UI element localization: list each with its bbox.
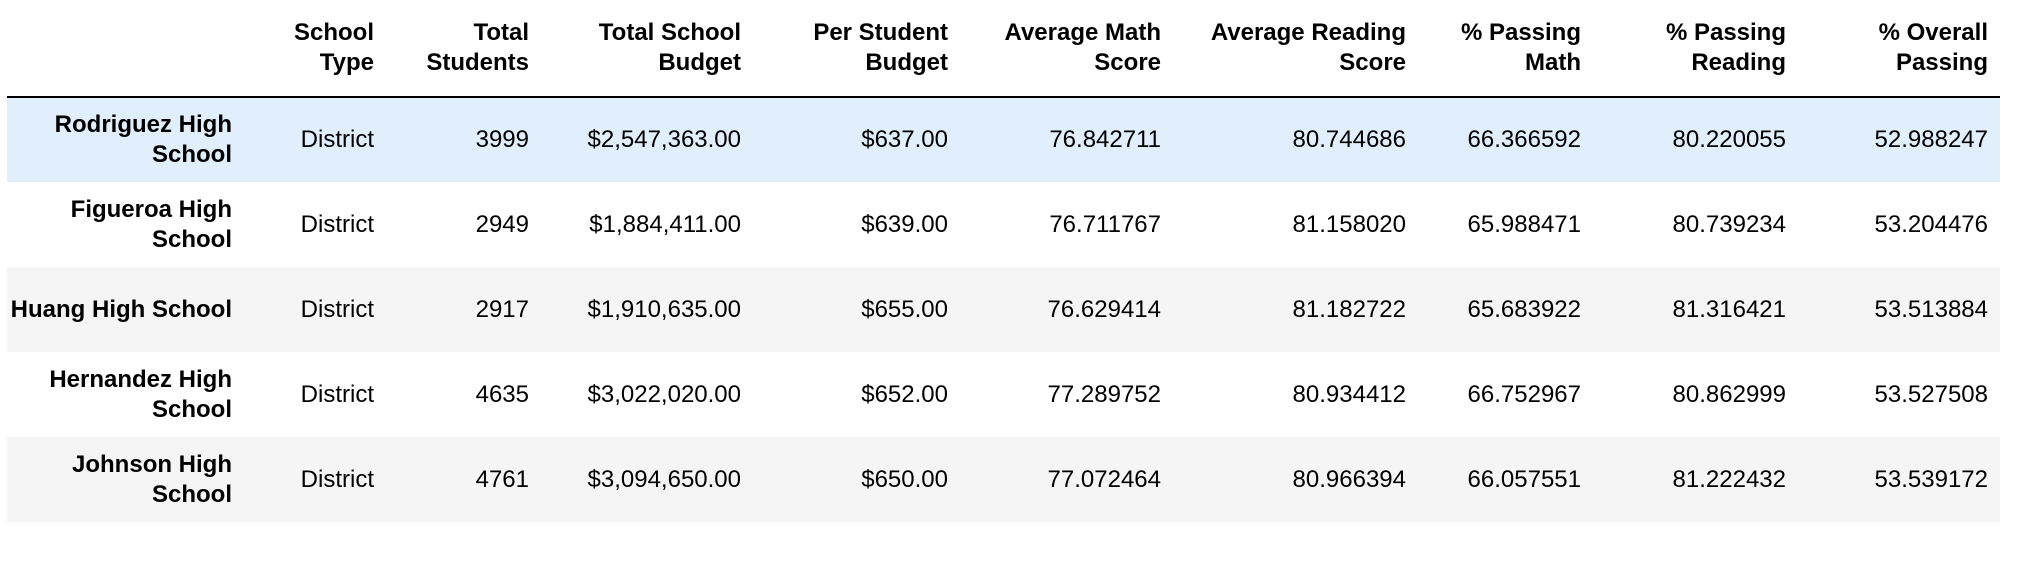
school-summary-table: School Type Total Students Total School … [7,0,2000,522]
column-header: Average Math Score [960,0,1173,98]
table-cell: District [300,210,374,238]
table-cell: 81.158020 [1292,210,1406,238]
column-header: Total School Budget [541,0,753,98]
table-row: Johnson High School District 4761 $3,094… [7,437,2000,522]
table-cell: $3,022,020.00 [587,380,741,408]
table-cell: 53.204476 [1874,210,1988,238]
table-cell: 76.629414 [1047,295,1161,323]
table-cell: $2,547,363.00 [587,126,741,153]
table-cell: $652.00 [861,380,948,408]
table-cell: $1,910,635.00 [587,295,741,323]
row-index-label: Rodriguez High School [54,111,232,168]
table-cell: 81.316421 [1672,295,1786,323]
table-cell: 3999 [475,126,529,153]
table-cell: $1,884,411.00 [589,210,741,238]
table-row: Hernandez High School District 4635 $3,0… [7,352,2000,437]
table-cell: 81.182722 [1292,295,1406,323]
column-header: Per Student Budget [753,0,960,98]
column-header: Average Reading Score [1173,0,1418,98]
table-cell: 2917 [475,295,529,323]
table-row: Huang High School District 2917 $1,910,6… [7,267,2000,352]
column-header: Total Students [386,0,541,98]
index-header [7,0,244,98]
row-index-label: Huang High School [10,295,232,323]
table-row: Figueroa High School District 2949 $1,88… [7,182,2000,267]
table-cell: 53.513884 [1874,295,1988,323]
header-row: School Type Total Students Total School … [7,0,2000,98]
table-cell: 80.934412 [1292,380,1406,408]
table-cell: 2949 [475,210,529,238]
table-cell: $637.00 [861,126,948,153]
table-cell: 66.752967 [1467,380,1581,408]
table-cell: 80.862999 [1672,380,1786,408]
table-cell: 80.220055 [1672,126,1786,153]
table-cell: 66.366592 [1467,126,1581,153]
table-cell: $650.00 [861,465,948,493]
table-cell: $639.00 [861,210,948,238]
table-cell: 77.072464 [1047,465,1161,493]
table-cell: District [300,126,374,153]
column-header: School Type [244,0,386,98]
table-cell: 65.988471 [1467,210,1581,238]
table-cell: 80.739234 [1672,210,1786,238]
table-cell: 53.539172 [1874,465,1988,493]
table-cell: $655.00 [861,295,948,323]
table-cell: District [300,380,374,408]
column-header: % Passing Reading [1593,0,1798,98]
table-row: Rodriguez High School District 3999 $2,5… [7,97,2000,182]
table-cell: 65.683922 [1467,295,1581,323]
table-cell: District [300,295,374,323]
table-cell: 80.744686 [1292,126,1406,153]
row-index-label: Hernandez High School [49,365,232,423]
column-header: % Passing Math [1418,0,1593,98]
column-header: % Overall Passing [1798,0,2000,98]
table-cell: 52.988247 [1874,126,1988,153]
table-cell: 76.711767 [1049,210,1161,238]
table-cell: 53.527508 [1874,380,1988,408]
table-cell: 81.222432 [1672,465,1786,493]
table-cell: District [300,465,374,493]
table-cell: 77.289752 [1047,380,1161,408]
table-cell: 76.842711 [1049,126,1161,153]
table-cell: 4761 [475,465,529,493]
table-cell: 4635 [475,380,529,408]
row-index-label: Johnson High School [72,450,232,508]
table-cell: $3,094,650.00 [587,465,741,493]
table-cell: 80.966394 [1292,465,1406,493]
row-index-label: Figueroa High School [70,195,232,253]
table-cell: 66.057551 [1467,465,1581,493]
